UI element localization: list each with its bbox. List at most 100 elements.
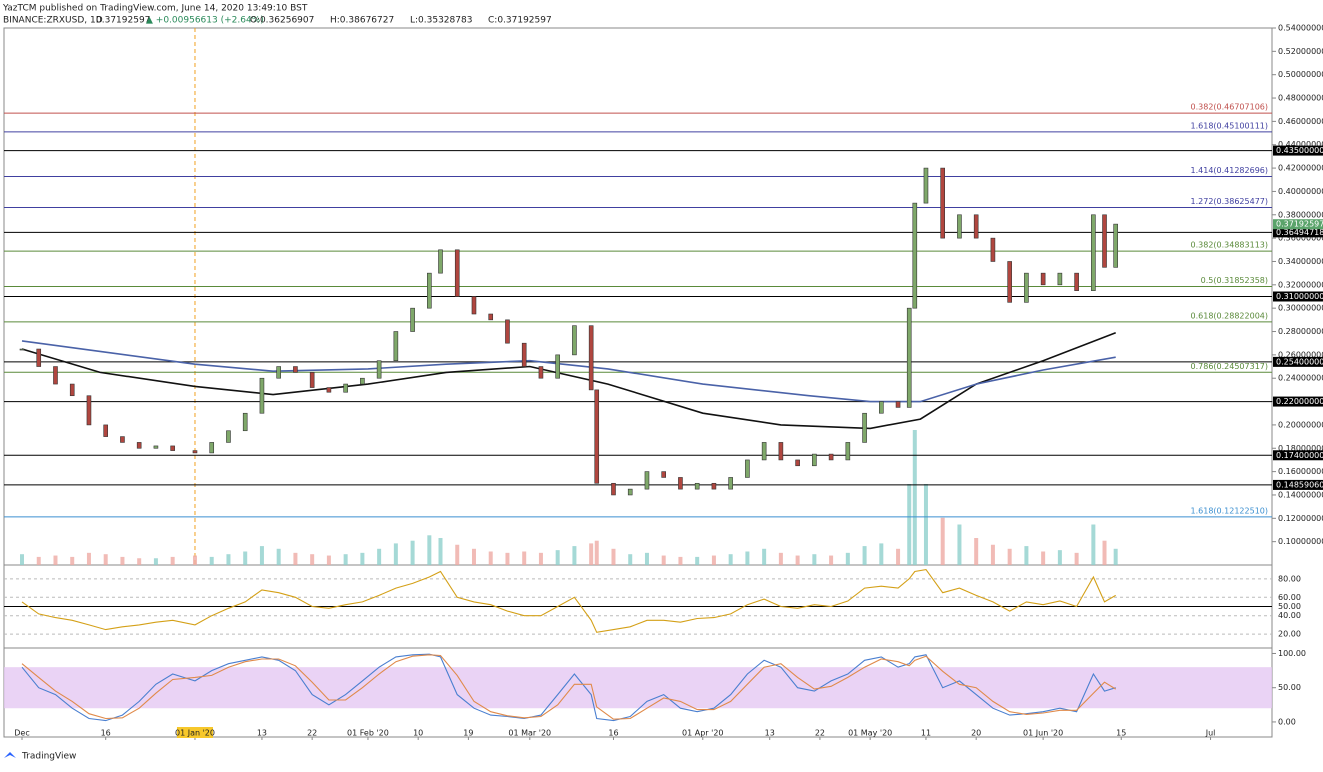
volume-bar xyxy=(170,556,175,565)
y-tick-label: 0.36000000 xyxy=(1278,234,1323,243)
candle xyxy=(293,366,298,373)
candle xyxy=(103,424,108,437)
candle xyxy=(1074,272,1079,291)
stoch-k xyxy=(21,653,1116,722)
candle xyxy=(242,412,248,432)
volume-bar xyxy=(153,558,158,565)
fib-label: 0.618(0.28822004) xyxy=(1191,311,1269,320)
volume-bar xyxy=(845,552,850,565)
candle xyxy=(812,453,817,467)
candle xyxy=(572,325,577,356)
volume-bar xyxy=(505,552,510,565)
volume-bar xyxy=(1074,552,1079,565)
last-price-label: 0.37192597 xyxy=(1276,220,1323,229)
y-tick-label: 0.38000000 xyxy=(1278,210,1323,219)
change: ▲ +0.00956613 (+2.64%) xyxy=(146,16,264,26)
candle xyxy=(471,296,477,315)
volume-bar xyxy=(1113,548,1118,565)
fib-label: 1.618(0.45100111) xyxy=(1191,121,1269,130)
volume-bar xyxy=(974,538,979,565)
x-tick-label: 01 Jun '20 xyxy=(1023,729,1063,738)
candle xyxy=(940,167,946,239)
fib-label: 1.618(0.12122510) xyxy=(1191,506,1269,515)
y-tick-label: 0.48000000 xyxy=(1278,94,1323,103)
candle xyxy=(276,366,281,379)
stoch-tick-label: 100.00 xyxy=(1278,649,1306,658)
price-tag xyxy=(1273,450,1323,461)
volume-bar xyxy=(1024,546,1029,565)
y-tick-label: 0.44000000 xyxy=(1278,140,1323,149)
volume-bar xyxy=(1091,524,1096,565)
candle xyxy=(69,383,75,397)
volume-bar xyxy=(137,558,142,565)
y-tick-label: 0.40000000 xyxy=(1278,187,1323,196)
price-tag-label: 0.17400000 xyxy=(1276,451,1323,460)
stoch-band xyxy=(4,667,1272,709)
volume-bar xyxy=(427,535,432,565)
volume-bar xyxy=(555,550,560,565)
y-tick-label: 0.42000000 xyxy=(1278,164,1323,173)
volume-bar xyxy=(661,555,666,565)
candle xyxy=(192,450,198,454)
volume-bar xyxy=(410,540,415,565)
volume-bar xyxy=(990,544,995,565)
candle xyxy=(611,482,616,496)
volume-bar xyxy=(644,552,649,565)
x-tick-label: 15 xyxy=(1116,729,1126,738)
candle xyxy=(393,331,399,362)
volume-bar xyxy=(226,554,231,565)
candle xyxy=(1102,214,1107,268)
y-tick-label: 0.18000000 xyxy=(1278,444,1323,453)
volume-bar xyxy=(957,524,962,565)
volume-bar xyxy=(829,555,834,565)
candle xyxy=(209,442,215,454)
volume-bar xyxy=(628,554,633,565)
x-tick-highlight xyxy=(176,727,213,738)
volume-bar xyxy=(20,554,24,565)
moving-average xyxy=(21,331,1116,430)
candle xyxy=(309,372,315,388)
candle xyxy=(360,377,365,385)
volume-bar xyxy=(360,552,365,565)
y-tick-label: 0.28000000 xyxy=(1278,327,1323,336)
rsi-tick-label: 50.00 xyxy=(1278,602,1301,611)
volume-bar xyxy=(940,517,945,565)
candle xyxy=(410,307,415,332)
candle xyxy=(427,272,432,309)
candle xyxy=(376,360,382,379)
volume-bar xyxy=(488,551,493,565)
price-tag xyxy=(1273,227,1323,238)
y-tick-label: 0.24000000 xyxy=(1278,374,1323,383)
candle xyxy=(957,214,962,239)
price-tag xyxy=(1273,479,1323,490)
volume-bar xyxy=(393,543,398,565)
volume-bar xyxy=(594,540,599,565)
candle xyxy=(1057,272,1063,286)
candle xyxy=(627,488,633,496)
candle xyxy=(862,412,867,443)
volume-bar xyxy=(243,551,248,565)
stoch-tick-label: 0.00 xyxy=(1278,717,1296,726)
volume-bar xyxy=(522,551,527,565)
candle xyxy=(86,395,92,426)
volume-bar xyxy=(711,555,716,565)
volume-bar xyxy=(812,554,817,565)
x-tick-label: 13 xyxy=(257,729,267,738)
price-tag-label: 0.36494718 xyxy=(1276,228,1323,237)
volume-bar xyxy=(728,554,733,565)
x-tick-label: 13 xyxy=(765,729,775,738)
stoch-tick-label: 50.00 xyxy=(1278,683,1301,692)
candle xyxy=(895,401,901,408)
volume-bar xyxy=(762,548,767,565)
volume-bar xyxy=(438,538,443,565)
volume-bar xyxy=(896,548,901,565)
candle xyxy=(711,482,717,490)
publisher: YazTCM published on TradingView.com, Jun… xyxy=(2,4,308,14)
rsi-line xyxy=(21,569,1116,633)
candle xyxy=(1024,272,1029,303)
x-tick-label: 22 xyxy=(307,729,317,738)
fib-label: 0.382(0.34883113) xyxy=(1191,241,1269,250)
volume-bar xyxy=(1041,551,1046,565)
moving-average xyxy=(21,340,1116,403)
